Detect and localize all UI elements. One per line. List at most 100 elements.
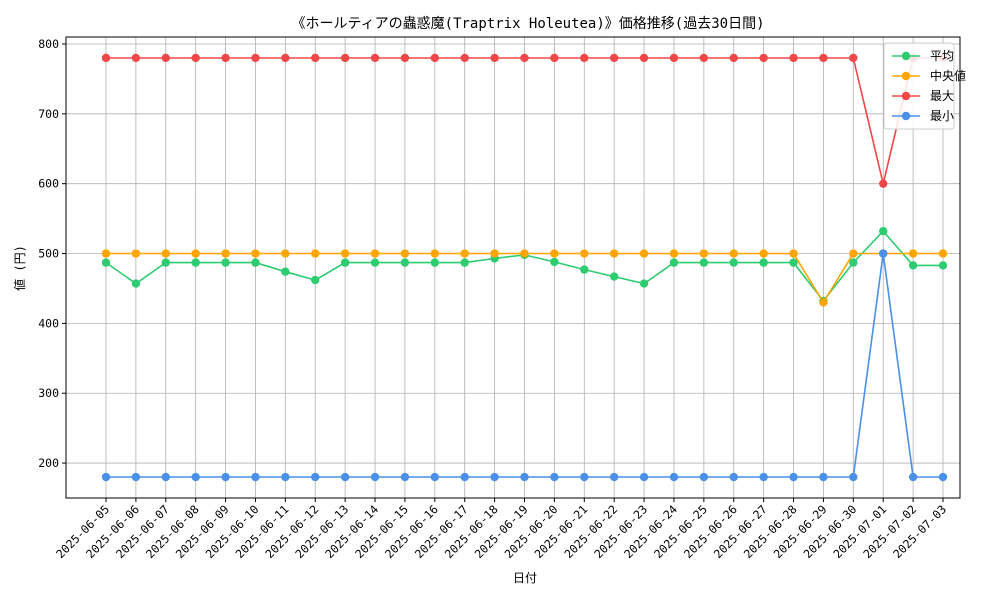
data-point [699,258,709,267]
data-point [131,279,141,288]
data-point [340,249,350,258]
data-point [550,53,559,63]
legend-marker [901,71,911,81]
grid-lines [66,37,960,498]
y-tick-label: 600 [38,177,59,191]
data-point [281,249,290,258]
data-point [550,257,559,267]
data-point [370,472,380,482]
data-point [759,53,768,63]
data-point [430,258,440,267]
data-point [669,249,679,258]
data-point [490,472,499,482]
data-point [340,258,350,267]
series-1 [101,249,948,307]
data-point [460,53,469,63]
data-point [908,249,918,258]
data-point [460,472,469,482]
legend-label: 平均 [930,49,954,63]
data-point [639,279,649,288]
x-axis-ticks: 2025-06-052025-06-062025-06-072025-06-08… [53,498,949,561]
data-point [609,249,619,258]
data-point [879,179,888,188]
y-axis-label: 値 (円) [12,245,27,291]
data-point [759,472,768,482]
data-point [430,53,440,63]
chart-title: 《ホールティアの蟲惑魔(Traptrix Holeutea)》価格推移(過去30… [291,16,764,32]
data-point [938,261,948,270]
data-point [520,249,529,258]
legend-item: 最小 [892,109,954,123]
data-point [400,53,410,63]
data-point [908,472,918,482]
legend-label: 中央値 [930,68,966,83]
data-point [161,258,170,267]
data-point [161,249,170,258]
data-point [729,472,738,482]
data-point [669,258,679,267]
data-point [938,472,948,482]
data-point [520,472,529,482]
data-point [639,249,649,258]
data-point [311,275,320,285]
data-point [580,472,589,482]
data-point [251,53,260,63]
y-axis-ticks: 200 300 400 500 600 700 800 [38,37,66,470]
data-point [819,298,828,307]
data-point [729,53,738,63]
data-point [311,53,320,63]
data-point [221,249,230,258]
data-point [251,258,260,267]
legend-label: 最大 [930,89,954,103]
data-point [251,472,260,482]
legend-marker [901,51,911,61]
series-3 [101,249,948,482]
legend-item: 中央値 [892,68,966,83]
data-point [699,472,709,482]
data-point [370,258,380,267]
data-point [281,53,290,63]
data-point [191,249,200,258]
data-point [251,249,260,258]
y-tick-label: 500 [38,247,59,261]
data-point [221,258,230,267]
data-point [609,272,619,281]
data-point [161,472,170,482]
data-point [789,472,798,482]
data-point [340,472,350,482]
data-point [221,472,230,482]
data-point [669,53,679,63]
data-point [340,53,350,63]
legend-item: 最大 [892,89,954,103]
data-point [639,53,649,63]
data-point [161,53,170,63]
data-point [849,249,858,258]
data-point [849,472,858,482]
data-point [460,249,469,258]
data-point [131,53,141,63]
data-point [490,53,499,63]
legend-item: 平均 [892,49,954,63]
y-tick-label: 700 [38,107,59,121]
data-point [400,249,410,258]
legend-box [883,42,955,130]
data-point [311,472,320,482]
data-point [221,53,230,63]
data-point [460,258,469,267]
data-point [311,249,320,258]
legend-marker [901,111,911,121]
legend-label: 最小 [930,109,954,123]
data-point [639,472,649,482]
series-layer [101,53,948,482]
data-point [609,53,619,63]
data-point [101,258,111,267]
x-axis-label: 日付 [513,571,537,585]
data-point [370,249,380,258]
data-point [131,249,141,258]
series-2 [101,53,948,188]
data-point [759,249,768,258]
data-point [101,53,111,63]
data-point [550,472,559,482]
data-point [699,249,709,258]
plot-frame [65,36,961,499]
